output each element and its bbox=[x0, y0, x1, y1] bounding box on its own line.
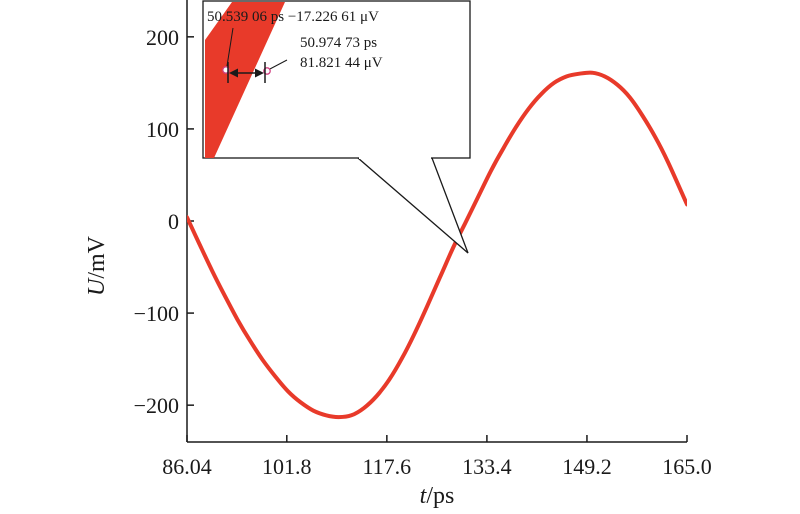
zoomed-band bbox=[205, 2, 285, 158]
x-tick-label: 133.4 bbox=[462, 454, 512, 479]
x-ticks: 86.04 101.8 117.6 133.4 149.2 165.0 bbox=[162, 435, 712, 479]
zoom-callout: 50.539 06 ps −17.226 61 μV 50.974 73 ps … bbox=[202, 0, 471, 254]
x-axis-var: t bbox=[420, 483, 428, 509]
annotation-a: 50.539 06 ps −17.226 61 μV bbox=[207, 9, 379, 25]
x-tick-label: 117.6 bbox=[363, 454, 412, 479]
series-line bbox=[187, 70, 687, 420]
y-tick-label: −200 bbox=[134, 393, 179, 418]
x-tick-label: 149.2 bbox=[562, 454, 612, 479]
y-tick-label: −100 bbox=[134, 301, 179, 326]
annotation-b-line1: 50.974 73 ps bbox=[300, 35, 377, 51]
y-tick-label: 200 bbox=[146, 25, 179, 50]
arrow-left bbox=[229, 68, 238, 78]
y-tick-label: 0 bbox=[168, 209, 179, 234]
y-ticks: 200 100 0 −100 −200 bbox=[134, 25, 194, 418]
x-axis-title: t/ps bbox=[420, 483, 455, 509]
y-tick-label: 100 bbox=[146, 117, 179, 142]
x-tick-label: 86.04 bbox=[162, 454, 212, 479]
pointer-b bbox=[267, 59, 288, 71]
x-tick-label: 165.0 bbox=[662, 454, 712, 479]
y-axis-var: U bbox=[84, 277, 110, 296]
annotation-b-line2: 81.821 44 μV bbox=[300, 55, 383, 71]
y-axis-unit: /mV bbox=[84, 235, 110, 278]
callout-pointer bbox=[356, 157, 469, 254]
pointer-a bbox=[226, 27, 234, 67]
y-axis-title: U/mV bbox=[84, 235, 110, 296]
x-tick-label: 101.8 bbox=[262, 454, 312, 479]
x-axis-unit: /ps bbox=[426, 483, 454, 509]
arrow-right bbox=[255, 68, 264, 78]
